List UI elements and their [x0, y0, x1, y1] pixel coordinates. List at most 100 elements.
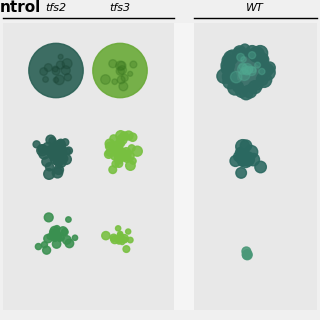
Circle shape: [52, 151, 63, 162]
Circle shape: [115, 160, 123, 167]
Circle shape: [58, 152, 65, 159]
Circle shape: [245, 146, 258, 158]
Circle shape: [128, 71, 133, 76]
Circle shape: [53, 234, 59, 240]
Circle shape: [117, 151, 123, 157]
Circle shape: [54, 143, 61, 149]
Circle shape: [119, 152, 127, 159]
Circle shape: [121, 235, 128, 242]
Circle shape: [116, 236, 122, 243]
Circle shape: [223, 75, 237, 89]
Circle shape: [51, 231, 57, 238]
Circle shape: [117, 148, 125, 156]
Circle shape: [243, 67, 251, 75]
FancyBboxPatch shape: [3, 22, 174, 310]
Circle shape: [240, 44, 250, 53]
Circle shape: [234, 46, 246, 59]
Circle shape: [43, 142, 54, 154]
Circle shape: [120, 152, 128, 160]
Circle shape: [255, 53, 268, 66]
Circle shape: [112, 79, 117, 84]
Circle shape: [249, 47, 264, 62]
Circle shape: [54, 165, 63, 174]
Circle shape: [126, 161, 135, 170]
Circle shape: [93, 43, 147, 98]
Circle shape: [120, 240, 124, 244]
Circle shape: [47, 234, 53, 239]
Circle shape: [114, 150, 121, 157]
Circle shape: [56, 150, 63, 157]
Circle shape: [232, 81, 243, 92]
Circle shape: [230, 71, 242, 83]
Circle shape: [117, 234, 124, 241]
Circle shape: [221, 63, 233, 75]
Circle shape: [226, 50, 267, 91]
FancyBboxPatch shape: [174, 22, 194, 310]
Circle shape: [50, 144, 61, 155]
Circle shape: [236, 140, 250, 154]
Circle shape: [242, 156, 251, 165]
Circle shape: [52, 167, 63, 178]
Circle shape: [59, 235, 64, 241]
Circle shape: [50, 227, 59, 235]
Circle shape: [49, 137, 56, 144]
Circle shape: [35, 244, 42, 250]
Circle shape: [44, 169, 54, 179]
Circle shape: [117, 61, 126, 70]
Circle shape: [116, 61, 125, 70]
Circle shape: [239, 86, 253, 100]
Circle shape: [59, 227, 67, 236]
Circle shape: [239, 63, 246, 70]
Circle shape: [44, 235, 52, 243]
Circle shape: [255, 161, 266, 173]
Circle shape: [58, 54, 63, 59]
Circle shape: [117, 76, 125, 84]
Circle shape: [116, 150, 125, 159]
Circle shape: [249, 81, 261, 94]
Text: ntrol: ntrol: [0, 0, 41, 15]
Circle shape: [116, 148, 126, 157]
Circle shape: [128, 237, 133, 243]
Circle shape: [50, 151, 57, 158]
Circle shape: [240, 151, 252, 163]
Circle shape: [253, 80, 263, 90]
Circle shape: [118, 66, 126, 74]
Circle shape: [116, 154, 124, 161]
Circle shape: [217, 69, 231, 83]
Circle shape: [132, 146, 142, 156]
Circle shape: [46, 146, 54, 154]
Circle shape: [264, 62, 275, 73]
Circle shape: [65, 239, 74, 248]
Circle shape: [228, 81, 242, 95]
Circle shape: [51, 149, 59, 157]
Circle shape: [236, 86, 247, 97]
Circle shape: [230, 156, 241, 166]
Circle shape: [112, 161, 119, 167]
Circle shape: [54, 226, 60, 231]
Circle shape: [242, 250, 252, 260]
Circle shape: [114, 148, 124, 158]
Circle shape: [118, 231, 123, 236]
Circle shape: [49, 232, 54, 237]
Circle shape: [236, 153, 247, 164]
Circle shape: [56, 234, 62, 239]
Circle shape: [105, 150, 113, 158]
Circle shape: [233, 48, 245, 60]
Circle shape: [53, 151, 61, 159]
Circle shape: [117, 134, 127, 145]
Circle shape: [46, 147, 56, 157]
Circle shape: [117, 232, 122, 237]
Circle shape: [106, 142, 114, 151]
Circle shape: [237, 53, 244, 61]
Circle shape: [62, 139, 69, 146]
Circle shape: [117, 151, 123, 157]
Circle shape: [110, 135, 117, 142]
Circle shape: [49, 151, 57, 159]
Circle shape: [52, 233, 60, 241]
Circle shape: [117, 139, 123, 145]
Circle shape: [240, 152, 252, 164]
Circle shape: [51, 154, 61, 164]
Circle shape: [52, 66, 58, 72]
Circle shape: [241, 68, 247, 74]
Text: WT: WT: [245, 3, 263, 13]
